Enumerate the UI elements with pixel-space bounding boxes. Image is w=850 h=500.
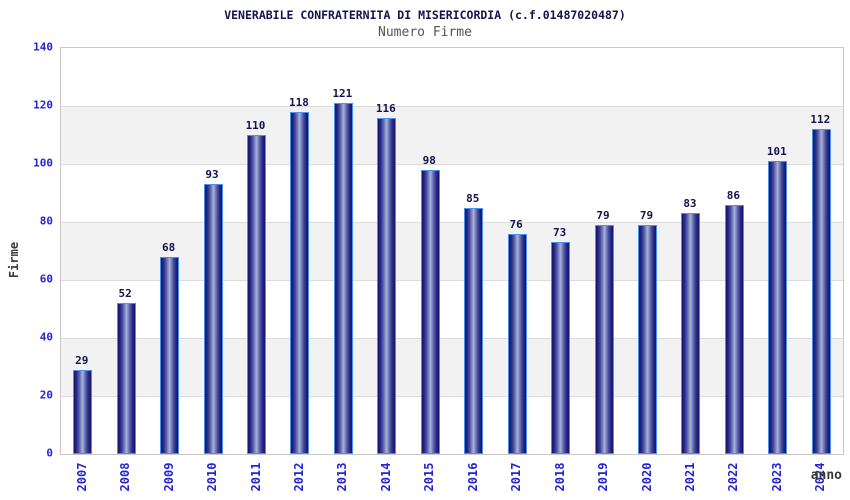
x-tick-label: 2010 xyxy=(205,462,220,492)
y-tick-label: 140 xyxy=(33,40,53,54)
grid-line xyxy=(61,396,843,397)
x-tick-label: 2023 xyxy=(769,462,784,492)
bar-value-label: 112 xyxy=(810,113,831,127)
x-tick-label: 2011 xyxy=(248,462,263,492)
bar-2020 xyxy=(638,224,657,454)
bar-value-label: 110 xyxy=(245,119,266,132)
bar-value-label: 79 xyxy=(639,208,654,222)
bar-value-label: 86 xyxy=(726,188,740,202)
bar-value-label: 93 xyxy=(205,168,219,182)
bar-value-label: 73 xyxy=(552,226,567,240)
bar-2014 xyxy=(377,117,397,454)
background-band xyxy=(61,338,843,396)
y-tick-label: 60 xyxy=(39,272,53,286)
bar-2018 xyxy=(551,242,571,454)
x-tick-label: 2016 xyxy=(465,462,480,492)
chart-subtitle: Numero Firme xyxy=(378,25,472,40)
x-tick-label: 2021 xyxy=(682,462,697,492)
y-tick-label: 80 xyxy=(39,214,53,228)
x-tick-label: 2013 xyxy=(335,462,350,492)
grid-line xyxy=(61,280,843,281)
bar-2010 xyxy=(203,184,223,454)
x-tick-label: 2017 xyxy=(509,462,524,492)
bar-value-label: 101 xyxy=(766,145,787,159)
bar-value-label: 76 xyxy=(509,217,523,231)
bar-2009 xyxy=(160,256,180,454)
bar-value-label: 85 xyxy=(466,191,480,205)
bar-2023 xyxy=(768,161,788,454)
bar-2022 xyxy=(724,204,744,454)
background-band xyxy=(61,396,843,454)
y-tick-label: 40 xyxy=(39,330,53,344)
grid-line xyxy=(61,338,843,339)
background-band xyxy=(61,164,843,222)
bar-value-label: 79 xyxy=(596,208,610,222)
bar-2007 xyxy=(73,369,93,454)
bar-2019 xyxy=(594,224,614,454)
x-tick-label: 2015 xyxy=(422,462,437,492)
bar-value-label: 98 xyxy=(422,153,436,167)
bar-2015 xyxy=(420,169,440,454)
background-band xyxy=(61,106,843,164)
bar-2013 xyxy=(333,103,353,454)
x-axis-title: anno xyxy=(810,468,842,483)
y-tick-label: 100 xyxy=(33,156,53,170)
x-tick-label: 2008 xyxy=(118,462,133,492)
background-band xyxy=(61,280,843,338)
x-tick-label: 2014 xyxy=(378,462,393,492)
grid-line xyxy=(61,106,843,107)
plot-area xyxy=(60,47,844,455)
x-tick-label: 2020 xyxy=(639,462,654,492)
bar-2021 xyxy=(681,213,701,454)
grid-line xyxy=(61,222,843,223)
grid-line xyxy=(61,164,843,165)
bar-value-label: 29 xyxy=(75,353,89,367)
chart-title: VENERABILE CONFRATERNITA DI MISERICORDIA… xyxy=(224,8,626,22)
background-band xyxy=(61,222,843,280)
bar-value-label: 116 xyxy=(375,101,396,115)
x-tick-label: 2018 xyxy=(552,462,567,492)
bar-2011 xyxy=(247,135,266,454)
bar-value-label: 52 xyxy=(118,287,132,301)
background-band xyxy=(61,48,843,106)
y-tick-label: 120 xyxy=(33,98,53,112)
y-tick-label: 20 xyxy=(39,388,53,402)
bar-value-label: 118 xyxy=(289,95,309,109)
x-tick-label: 2012 xyxy=(291,462,306,492)
bar-value-label: 83 xyxy=(683,197,697,211)
x-tick-label: 2009 xyxy=(161,462,176,492)
bar-2017 xyxy=(507,233,527,454)
x-tick-label: 2019 xyxy=(596,462,611,492)
x-tick-label: 2007 xyxy=(74,462,89,492)
x-tick-label: 2022 xyxy=(726,462,741,492)
y-tick-label: 0 xyxy=(46,446,53,460)
bar-2016 xyxy=(464,207,484,454)
bar-2024 xyxy=(811,129,831,454)
bar-2012 xyxy=(290,111,310,454)
bar-value-label: 121 xyxy=(332,87,353,101)
bar-2008 xyxy=(116,303,136,454)
bar-value-label: 68 xyxy=(161,240,176,254)
